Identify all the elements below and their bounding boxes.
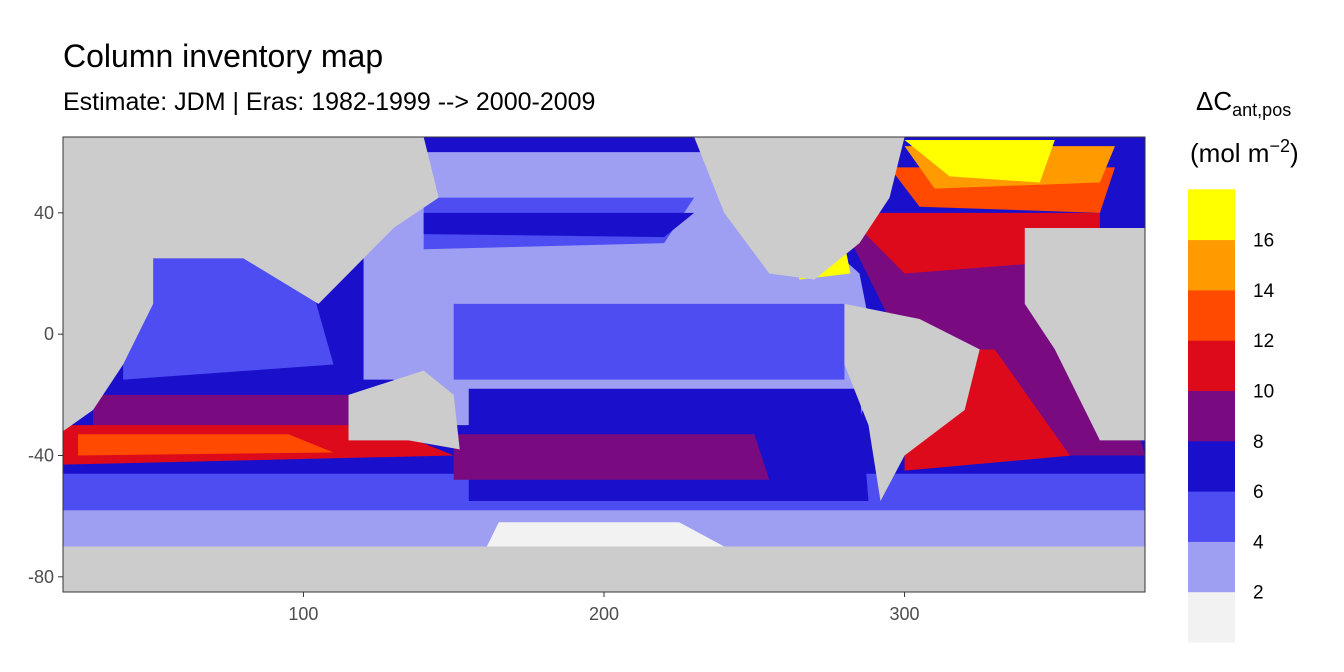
legend-swatch bbox=[1188, 591, 1235, 643]
legend-swatch bbox=[1188, 390, 1235, 442]
chart-title: Column inventory map bbox=[63, 38, 384, 74]
y-tick-label: 0 bbox=[44, 324, 54, 344]
legend-tick-label: 14 bbox=[1253, 281, 1275, 302]
y-tick-label: -40 bbox=[28, 446, 54, 466]
legend-tick-label: 4 bbox=[1253, 532, 1264, 553]
x-tick-label: 100 bbox=[288, 604, 318, 624]
legend-tick-label: 10 bbox=[1253, 382, 1274, 403]
land-africa bbox=[1024, 228, 1145, 441]
x-tick-label: 200 bbox=[589, 604, 619, 624]
legend-swatch bbox=[1188, 541, 1235, 593]
region-north-pacific-dark bbox=[423, 212, 695, 238]
y-tick-label: -80 bbox=[28, 567, 54, 587]
legend-tick-label: 8 bbox=[1253, 432, 1264, 453]
legend-unit: (mol m−2) bbox=[1190, 136, 1299, 168]
land-south-america bbox=[844, 303, 980, 501]
region-indian-orange bbox=[78, 434, 334, 456]
legend-swatch bbox=[1188, 491, 1235, 542]
legend-tick-label: 6 bbox=[1253, 482, 1264, 503]
region-equatorial-pacific bbox=[453, 303, 845, 380]
legend-swatch bbox=[1188, 440, 1235, 492]
x-tick-label: 300 bbox=[890, 604, 920, 624]
legend-swatch bbox=[1188, 239, 1235, 291]
chart-subtitle: Estimate: JDM | Eras: 1982-1999 --> 2000… bbox=[63, 88, 596, 116]
land-north-america bbox=[694, 137, 905, 280]
legend-tick-label: 12 bbox=[1253, 331, 1274, 352]
land-eurasia bbox=[63, 137, 439, 304]
land-mask bbox=[63, 137, 1145, 592]
legend-tick-label: 16 bbox=[1253, 231, 1274, 252]
legend: ΔCant,pos (mol m−2) 2 4 6 8 10 12 14 16 bbox=[1188, 86, 1299, 643]
legend-tick-label: 2 bbox=[1253, 583, 1264, 604]
region-labrador-yellow bbox=[904, 140, 1055, 183]
region-southern-purple bbox=[453, 434, 770, 480]
legend-swatch bbox=[1188, 289, 1235, 341]
region-indian-ocean bbox=[123, 258, 334, 380]
land-west-africa bbox=[63, 243, 154, 432]
land-australia bbox=[348, 370, 460, 450]
legend-title: ΔCant,pos bbox=[1196, 86, 1291, 120]
legend-swatch bbox=[1188, 340, 1235, 391]
y-tick-label: 40 bbox=[34, 203, 54, 223]
land-antarctica bbox=[63, 546, 1145, 592]
region-antarctic-white bbox=[483, 522, 725, 553]
legend-swatch bbox=[1188, 189, 1235, 241]
